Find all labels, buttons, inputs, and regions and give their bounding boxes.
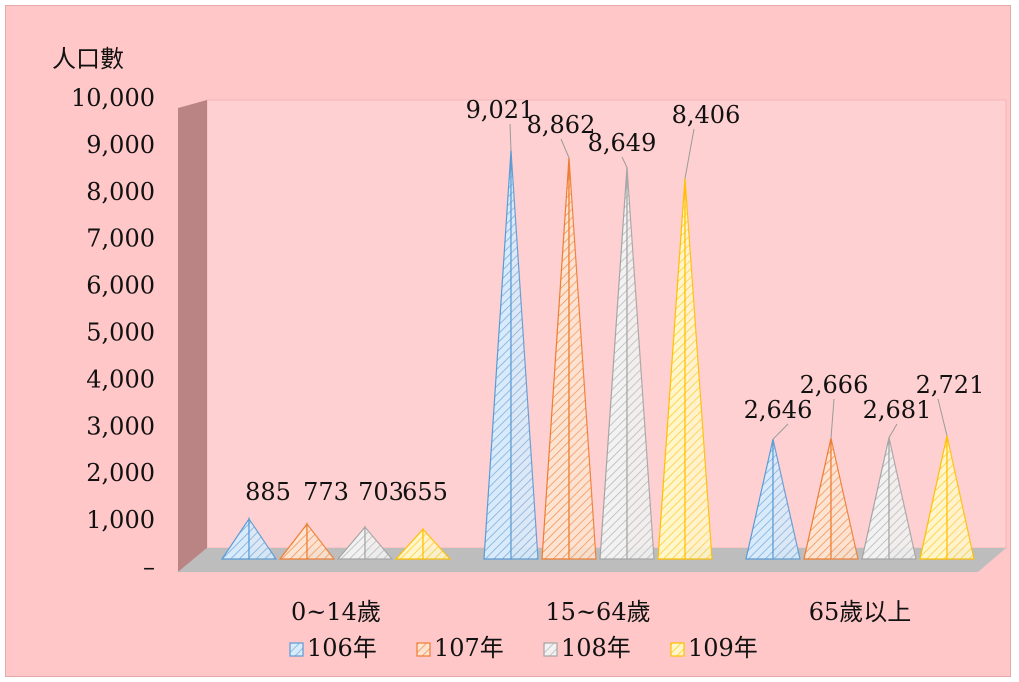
data-label: 2,681 bbox=[863, 396, 932, 424]
pyramid-0-2 bbox=[336, 525, 394, 560]
y-axis-title: 人口數 bbox=[52, 45, 124, 73]
y-tick-label: 2,000 bbox=[86, 459, 155, 487]
legend-swatch bbox=[543, 642, 558, 657]
pyramid-0-1 bbox=[278, 522, 336, 560]
y-tick-label: 10,000 bbox=[71, 84, 155, 112]
y-tick-label: – bbox=[143, 553, 155, 581]
leader-line bbox=[937, 398, 948, 436]
legend-item: 107年 bbox=[416, 634, 504, 662]
x-category-label: 0~14歲 bbox=[291, 598, 381, 626]
y-tick-label: 8,000 bbox=[86, 178, 155, 206]
legend-swatch bbox=[289, 642, 304, 657]
data-label: 655 bbox=[402, 478, 448, 506]
y-tick-label: 4,000 bbox=[86, 365, 155, 393]
data-label: 773 bbox=[303, 478, 349, 506]
legend-item: 108年 bbox=[543, 634, 631, 662]
legend-swatch bbox=[416, 642, 431, 657]
data-label: 2,666 bbox=[800, 371, 869, 399]
data-label: 885 bbox=[245, 478, 291, 506]
legend-label: 107年 bbox=[434, 634, 504, 662]
chart-marks: 885 773 7036559,0218,8628,6498,4062,6462,6… bbox=[220, 96, 985, 560]
y-axis: – 1,000 2,000 3,000 4,000 5,000 6,000 7,000 8,00… bbox=[71, 84, 155, 581]
y-tick-label: 5,000 bbox=[86, 319, 155, 347]
leader-line bbox=[772, 423, 789, 440]
y-tick-label: 3,000 bbox=[86, 412, 155, 440]
leader-line bbox=[560, 138, 570, 158]
leader-line bbox=[830, 398, 835, 439]
data-label: 2,721 bbox=[916, 371, 985, 399]
leader-line bbox=[509, 123, 512, 151]
y-tick-label: 7,000 bbox=[86, 225, 155, 253]
leader-line bbox=[888, 423, 898, 438]
side-wall bbox=[178, 100, 207, 572]
leader-line bbox=[621, 156, 628, 168]
legend: 106年 107年 108年 109年 bbox=[289, 634, 758, 662]
y-tick-label: 1,000 bbox=[86, 506, 155, 534]
legend-swatch bbox=[670, 642, 685, 657]
legend-item: 109年 bbox=[670, 634, 758, 662]
y-tick-label: 6,000 bbox=[86, 272, 155, 300]
legend-label: 108年 bbox=[561, 634, 631, 662]
pyramid-0-0 bbox=[220, 516, 278, 560]
pyramid-1-3 bbox=[657, 178, 713, 560]
pyramid-1-0 bbox=[483, 150, 539, 560]
leader-line bbox=[684, 128, 695, 179]
y-tick-label: 9,000 bbox=[86, 131, 155, 159]
data-label: 8,406 bbox=[672, 101, 741, 129]
legend-label: 106年 bbox=[307, 634, 377, 662]
x-axis: 0~14歲 15~64歲 65歲以上 bbox=[291, 598, 911, 626]
chart-walls bbox=[178, 99, 1007, 572]
x-category-label: 65歲以上 bbox=[809, 598, 912, 626]
pyramid-1-1 bbox=[541, 157, 597, 560]
pyramid-0-3 bbox=[394, 527, 452, 560]
pyramid-2-1 bbox=[803, 438, 859, 560]
pyramid-2-2 bbox=[861, 437, 917, 560]
data-label: 8,862 bbox=[527, 111, 596, 139]
pyramid-2-3 bbox=[919, 435, 975, 560]
data-label: 9,021 bbox=[466, 96, 535, 124]
legend-item: 106年 bbox=[289, 634, 377, 662]
data-label: 703 bbox=[358, 478, 404, 506]
legend-label: 109年 bbox=[688, 634, 758, 662]
pyramid-2-0 bbox=[745, 439, 801, 560]
data-label: 8,649 bbox=[588, 129, 657, 157]
x-category-label: 15~64歲 bbox=[545, 598, 650, 626]
data-label: 2,646 bbox=[744, 396, 813, 424]
pyramid-1-2 bbox=[599, 167, 655, 560]
